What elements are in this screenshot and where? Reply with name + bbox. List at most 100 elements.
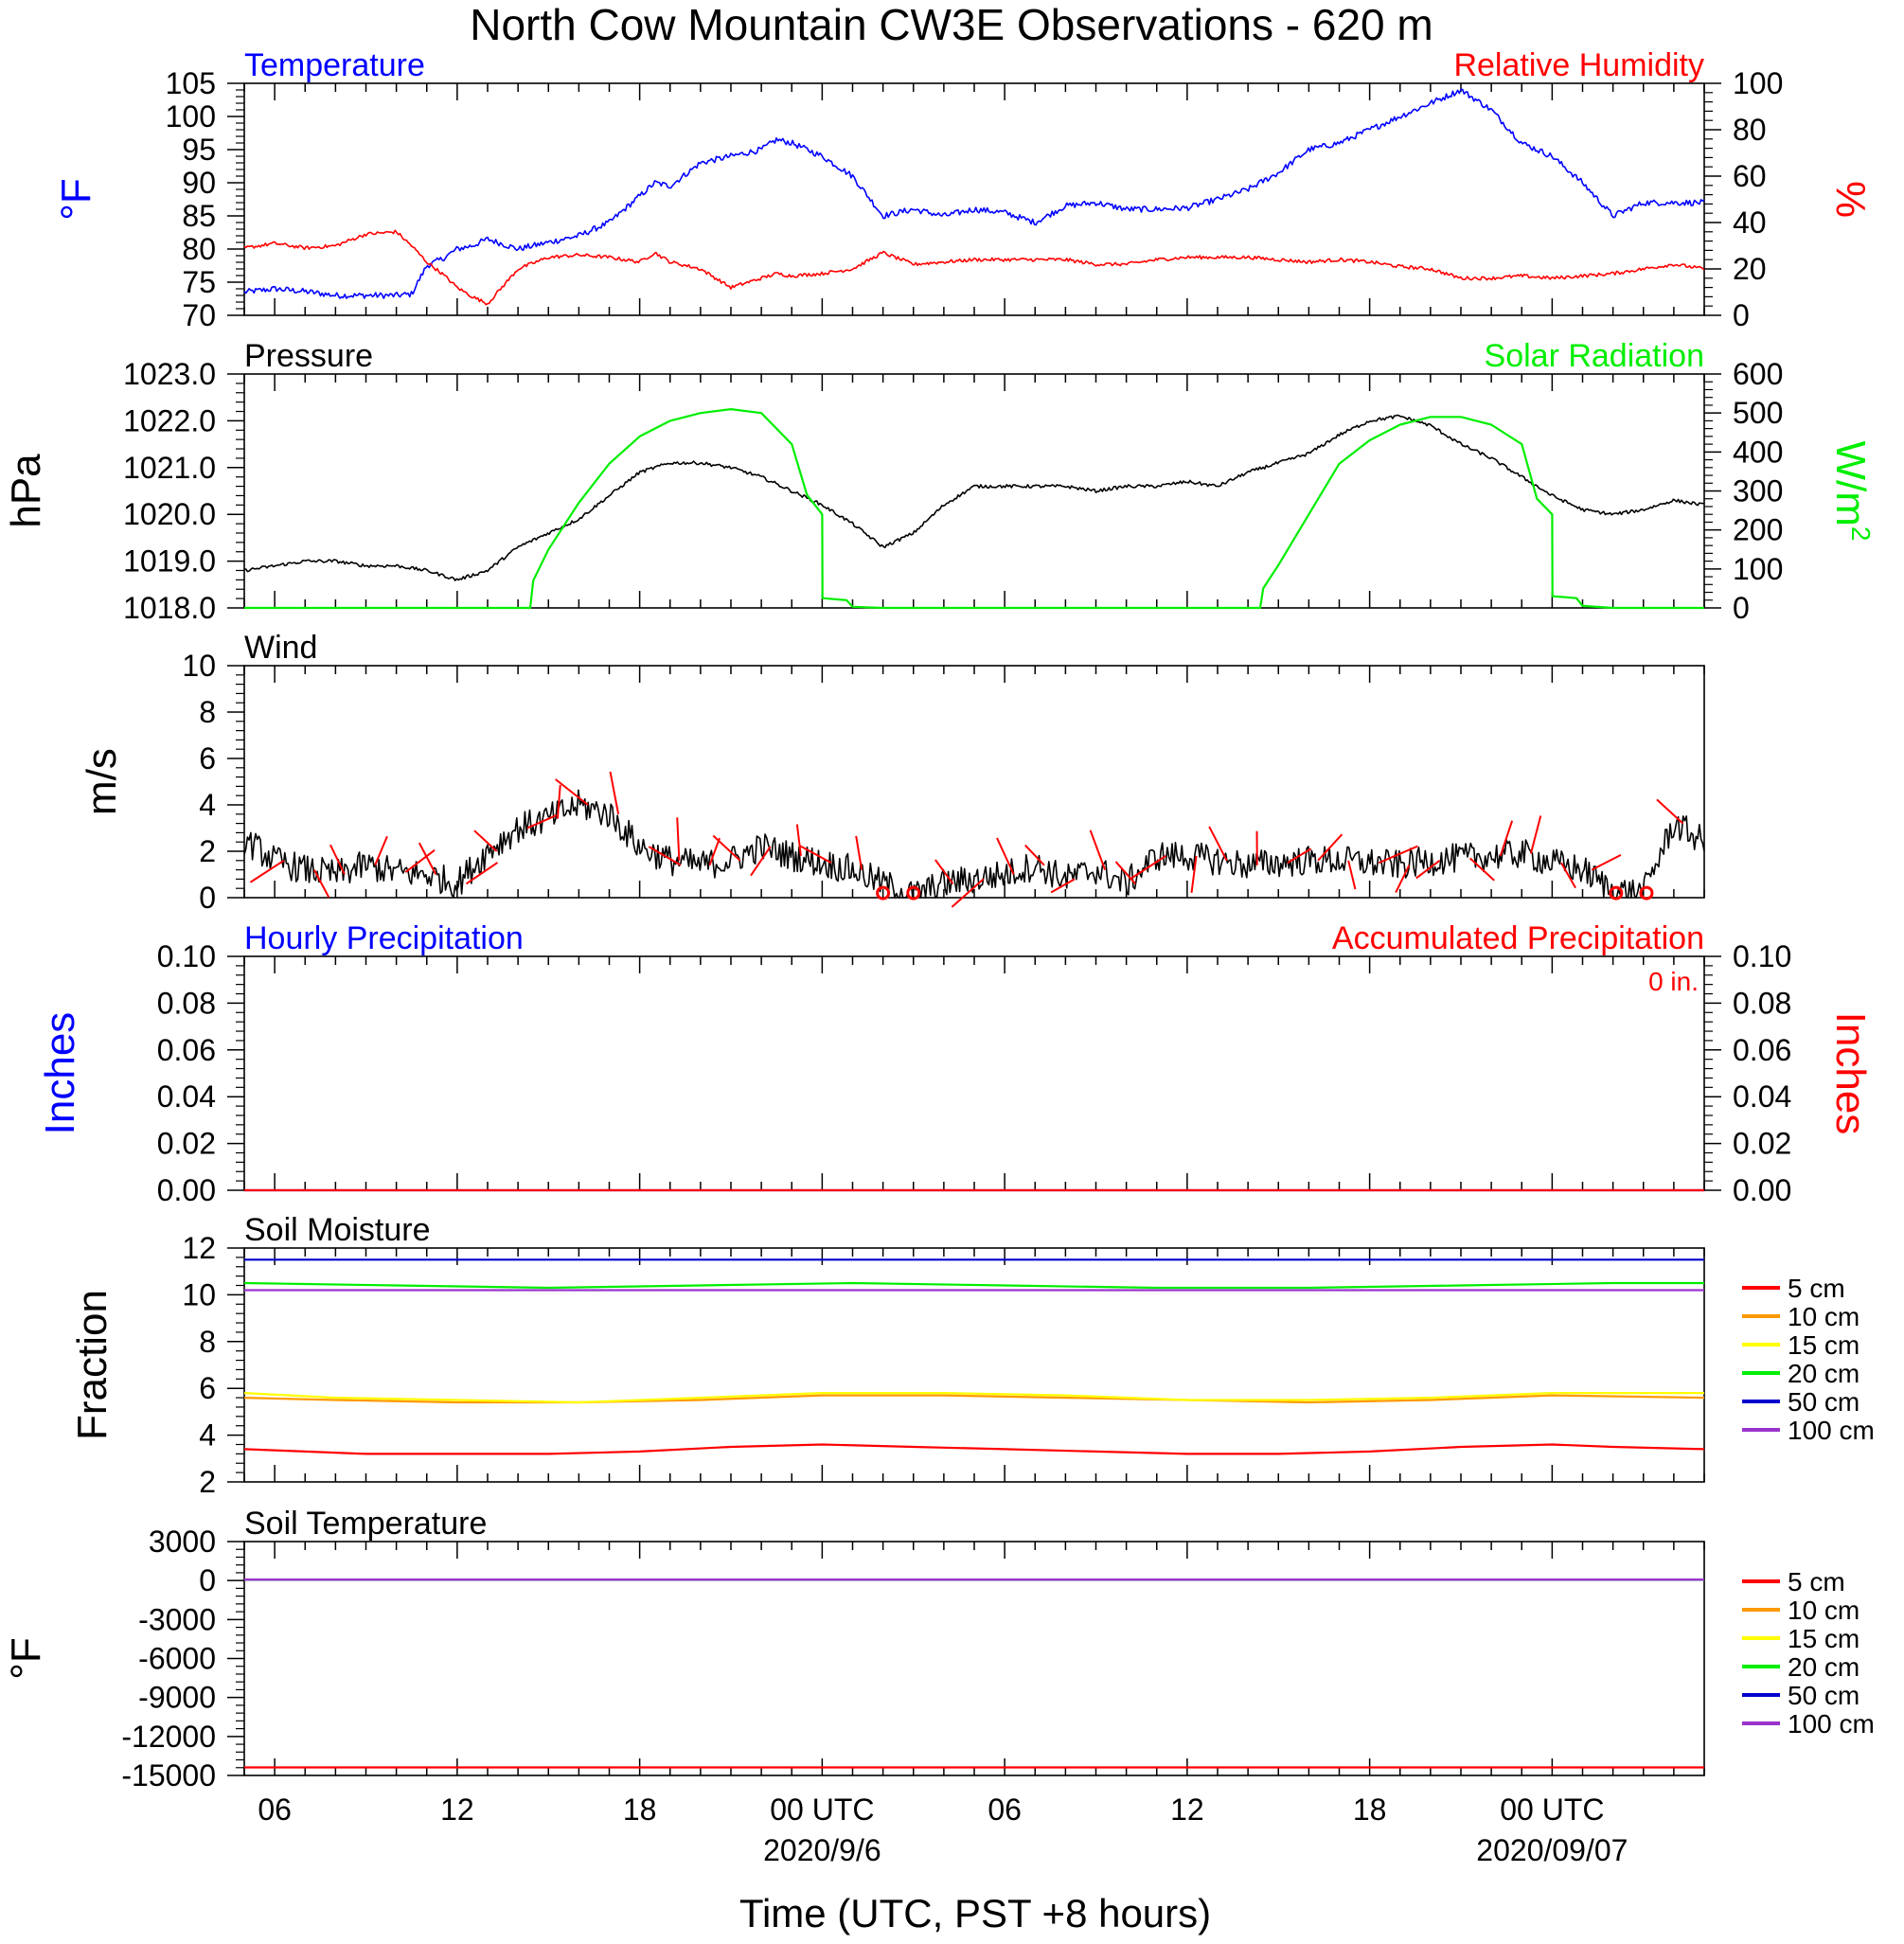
panel-title-left: Soil Moisture	[244, 1212, 431, 1248]
calm-wind-marker	[906, 885, 921, 901]
y-tick-label: -12000	[121, 1720, 216, 1754]
y-tick-label: 100	[1733, 552, 1783, 586]
wind-barb	[708, 837, 721, 866]
panel-title-left: Wind	[244, 630, 317, 666]
y-tick-label: 100	[1733, 66, 1783, 100]
series-line-wind	[243, 789, 1705, 899]
panel-wind: Wind 0 2 4 6 8 10 m/s	[79, 630, 1705, 915]
calm-wind-marker	[1639, 885, 1654, 901]
series-line-5-cm	[243, 1443, 1705, 1455]
y-tick-label: 1023.0	[123, 357, 216, 391]
panel-title-left: Temperature	[244, 47, 425, 83]
y-tick-label: -15000	[121, 1758, 216, 1792]
legend-label: 50 cm	[1788, 1681, 1860, 1710]
wind-barb	[1591, 853, 1622, 871]
wind-barb	[855, 835, 863, 870]
y-tick-label: 90	[182, 166, 216, 200]
wind-barb	[1050, 878, 1076, 894]
wind-barb	[1378, 845, 1418, 865]
x-tick-label: 18	[623, 1792, 657, 1827]
wind-barb	[374, 835, 388, 866]
wind-barb	[1499, 820, 1514, 857]
legend-label: 15 cm	[1788, 1330, 1860, 1360]
y-tick-label: -3000	[138, 1602, 216, 1636]
wind-barb	[1656, 798, 1684, 825]
legend-label: 10 cm	[1788, 1302, 1860, 1331]
wind-barb	[1114, 861, 1137, 884]
x-tick-label: 12	[440, 1792, 474, 1827]
y-tick-label: 1021.0	[123, 451, 216, 485]
y-axis-label-left: Inches	[37, 1012, 83, 1135]
wind-barb	[465, 862, 499, 885]
wind-barb	[1560, 862, 1576, 889]
y-tick-label: 0	[199, 1563, 216, 1597]
y-tick-label: 6	[199, 1371, 216, 1405]
y-tick-label: 6	[199, 741, 216, 776]
y-tick-label: 1019.0	[123, 544, 216, 579]
y-tick-label: 80	[1733, 113, 1767, 147]
wind-barb	[712, 834, 741, 862]
y-axis-label-right: %	[1827, 181, 1874, 218]
plot-frame	[243, 82, 1705, 316]
y-tick-label: 300	[1733, 474, 1783, 508]
x-tick-label: 18	[1353, 1792, 1387, 1827]
wind-barb	[418, 842, 437, 875]
wind-barb	[750, 846, 772, 877]
x-tick-label: 00 UTC	[1500, 1792, 1604, 1827]
panel-title-left: Pressure	[244, 338, 373, 374]
y-tick-label: 0.06	[1733, 1033, 1791, 1067]
y-tick-label: 0.00	[157, 1173, 216, 1207]
y-tick-label: 0	[1733, 298, 1750, 332]
plot-frame	[243, 373, 1705, 609]
series-line-solar-radiation	[244, 408, 1704, 610]
wind-barb	[934, 859, 954, 884]
wind-barb	[555, 778, 589, 806]
wind-barb	[1317, 833, 1343, 862]
panel-temp-rh: Temperature Relative Humidity707580859095…	[53, 47, 1874, 332]
time-axis: 06 12 18 00 UTC 06 12 18 00 UTC 2020/9/6 2020/09/…	[258, 1792, 1628, 1867]
y-tick-label: 0.02	[1733, 1127, 1791, 1161]
wind-barb	[996, 837, 1015, 875]
y-axis-label-left: °F	[3, 1637, 49, 1679]
wind-barb	[1395, 865, 1411, 893]
y-axis-label-left: hPa	[3, 454, 49, 528]
y-tick-label: 500	[1733, 396, 1783, 430]
wind-barb	[676, 817, 681, 861]
wind-barb	[473, 829, 498, 852]
legend-label: 20 cm	[1788, 1359, 1860, 1388]
wind-barb	[329, 844, 346, 875]
wind-barb	[1415, 860, 1441, 880]
y-tick-label: 1018.0	[123, 591, 216, 625]
y-tick-label: 80	[182, 232, 216, 266]
y-tick-label: 2	[199, 834, 216, 868]
legend-label: 100 cm	[1788, 1709, 1875, 1739]
wind-barb	[1468, 857, 1495, 882]
x-tick-label: 06	[258, 1792, 292, 1827]
panel-title-right: Relative Humidity	[1453, 47, 1704, 83]
wind-barb	[799, 845, 832, 865]
y-tick-label: 95	[182, 133, 216, 167]
wind-barb	[1024, 844, 1045, 866]
y-tick-label: 4	[199, 788, 216, 822]
x-axis-title: Time (UTC, PST +8 hours)	[739, 1891, 1211, 1935]
legend-label: 20 cm	[1788, 1652, 1860, 1682]
x-date-label: 2020/09/07	[1476, 1833, 1628, 1867]
legend-label: 10 cm	[1788, 1596, 1860, 1625]
wind-barb	[795, 824, 802, 857]
y-tick-label: 0.02	[157, 1127, 216, 1161]
wind-barb	[1287, 847, 1312, 865]
y-tick-label: 200	[1733, 513, 1783, 547]
y-tick-label: -6000	[138, 1642, 216, 1676]
y-axis-label-left: Fraction	[69, 1290, 116, 1440]
y-tick-label: 400	[1733, 435, 1783, 469]
series-line-relative-humidity	[243, 229, 1705, 306]
calm-wind-marker	[876, 885, 891, 901]
x-tick-label: 12	[1170, 1792, 1204, 1827]
y-tick-label: 75	[182, 265, 216, 299]
panel-title-right: Solar Radiation	[1485, 338, 1704, 374]
y-tick-label: 0.08	[157, 986, 216, 1020]
y-tick-label: 70	[182, 298, 216, 332]
x-tick-label: 00 UTC	[770, 1792, 874, 1827]
